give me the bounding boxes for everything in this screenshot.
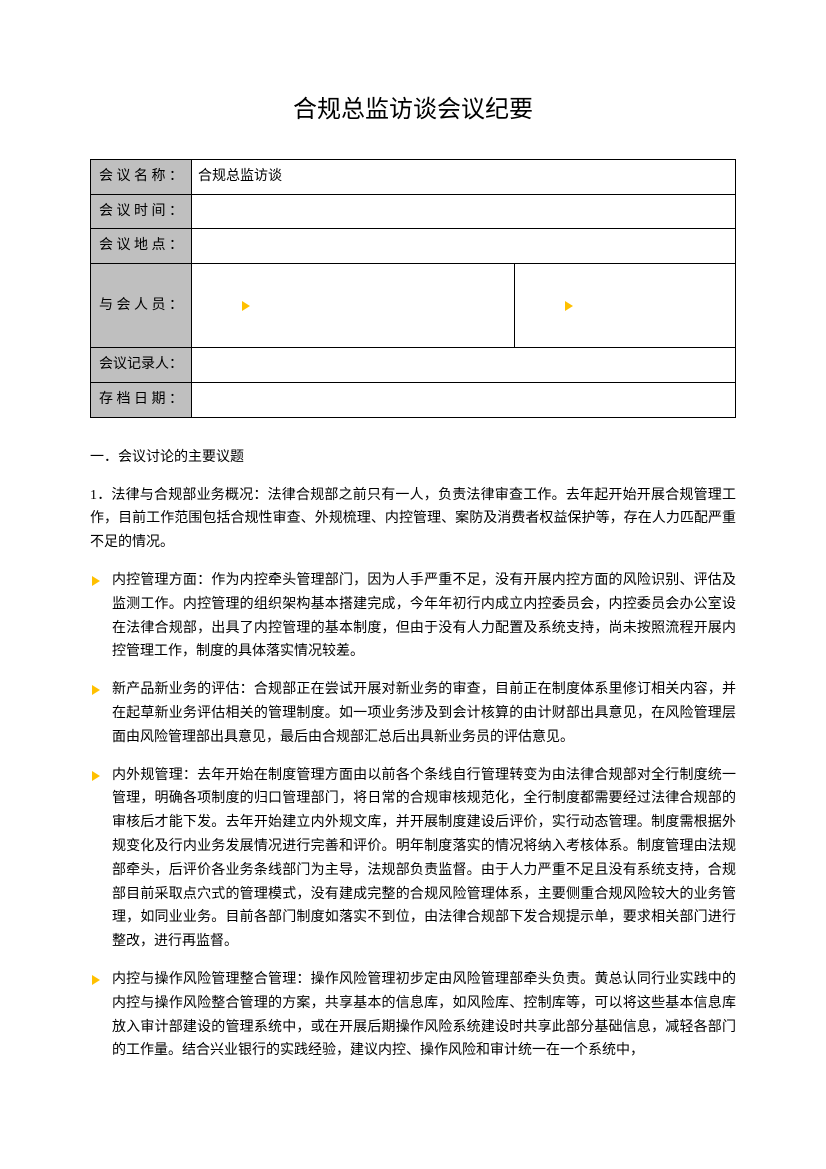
- table-row: 存档日期：: [91, 382, 736, 417]
- meta-place-value: [192, 229, 736, 264]
- bullet-list: 内控管理方面：作为内控牵头管理部门，因为人手严重不足，没有开展内控方面的风险识别…: [90, 569, 736, 1063]
- section-intro: 1．法律与合规部业务概况：法律合规部之前只有一人，负责法律审查工作。去年起开始开…: [90, 484, 736, 555]
- triangle-bullet-icon: [242, 301, 250, 311]
- meta-archive-value: [192, 382, 736, 417]
- meta-attendees-left: [192, 264, 515, 348]
- meta-attendees-label: 与会人员：: [91, 264, 192, 348]
- list-item: 内外规管理：去年开始在制度管理方面由以前各个条线自行管理转变为由法律合规部对全行…: [90, 764, 736, 954]
- meta-attendees-right: [514, 264, 736, 348]
- table-row: 会议时间：: [91, 194, 736, 229]
- table-row: 与会人员：: [91, 264, 736, 348]
- meeting-meta-table: 会议名称： 合规总监访谈 会议时间： 会议地点： 与会人员： 会议记录人： 存档…: [90, 159, 736, 418]
- meta-name-label: 会议名称：: [91, 159, 192, 194]
- meta-time-label: 会议时间：: [91, 194, 192, 229]
- page-title: 合规总监访谈会议纪要: [90, 90, 736, 131]
- meta-place-label: 会议地点：: [91, 229, 192, 264]
- list-item: 内控与操作风险管理整合管理：操作风险管理初步定由风险管理部牵头负责。黄总认同行业…: [90, 968, 736, 1063]
- list-item: 新产品新业务的评估：合规部正在尝试开展对新业务的审查，目前正在制度体系里修订相关…: [90, 678, 736, 749]
- meta-time-value: [192, 194, 736, 229]
- list-item: 内控管理方面：作为内控牵头管理部门，因为人手严重不足，没有开展内控方面的风险识别…: [90, 569, 736, 664]
- meta-archive-label: 存档日期：: [91, 382, 192, 417]
- table-row: 会议地点：: [91, 229, 736, 264]
- meta-name-value: 合规总监访谈: [192, 159, 736, 194]
- section-heading: 一．会议讨论的主要议题: [90, 446, 736, 470]
- triangle-bullet-icon: [565, 301, 573, 311]
- meta-recorder-label: 会议记录人：: [91, 348, 192, 383]
- table-row: 会议名称： 合规总监访谈: [91, 159, 736, 194]
- table-row: 会议记录人：: [91, 348, 736, 383]
- meta-recorder-value: [192, 348, 736, 383]
